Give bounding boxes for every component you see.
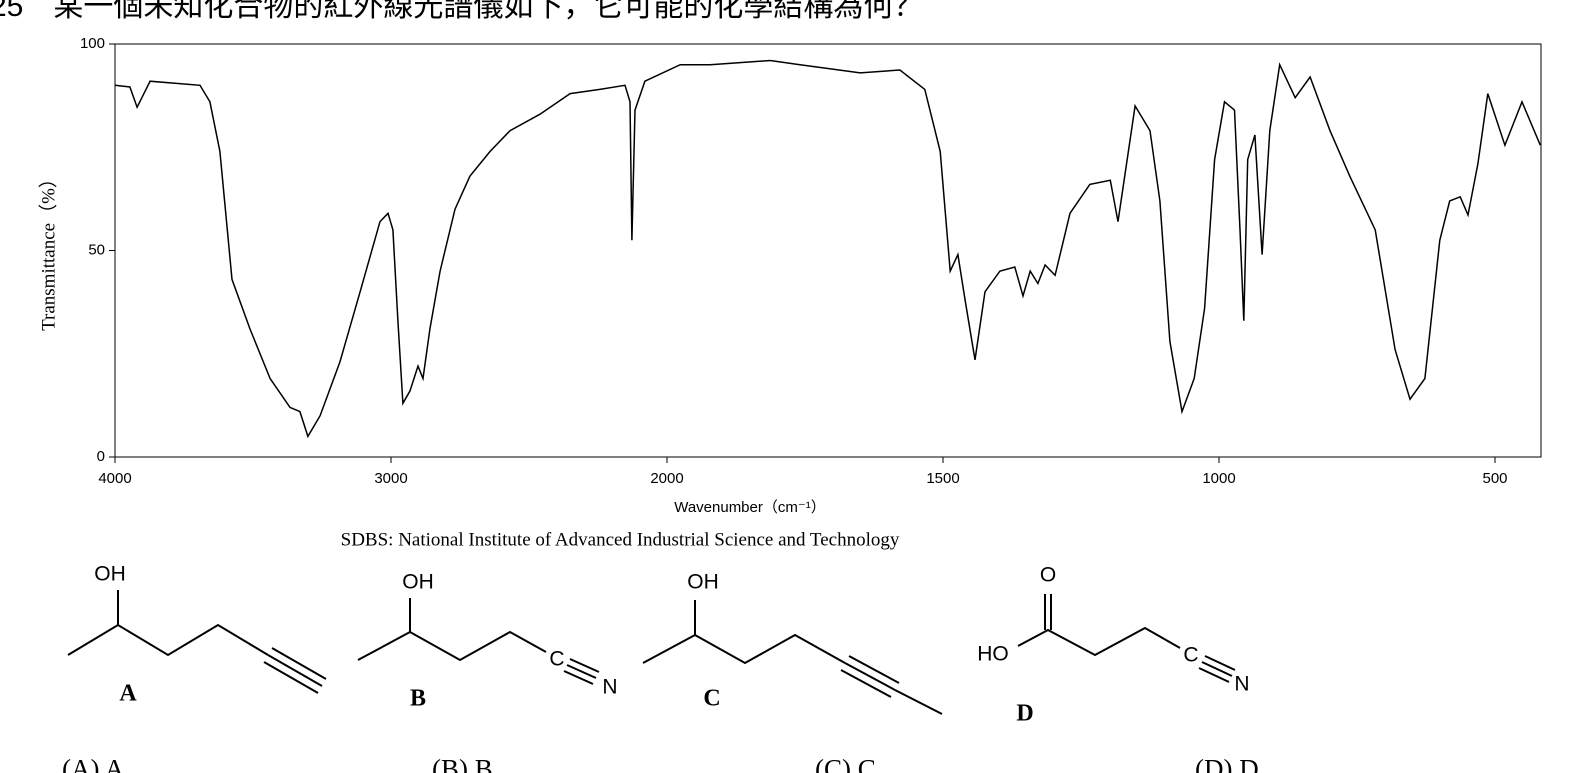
bond bbox=[263, 661, 319, 694]
bond bbox=[844, 662, 896, 691]
bond bbox=[1204, 655, 1236, 671]
bond bbox=[840, 669, 892, 698]
x-tick-label: 4000 bbox=[98, 470, 131, 487]
bond bbox=[569, 658, 600, 673]
structure-label: D bbox=[1016, 701, 1033, 727]
y-tick-label: 50 bbox=[88, 241, 105, 258]
x-tick-label: 2000 bbox=[650, 470, 683, 487]
x-axis-label: Wavenumber（cm⁻¹） bbox=[674, 499, 826, 516]
bond bbox=[1017, 626, 1181, 657]
y-tick-label: 100 bbox=[80, 35, 105, 52]
structure-c: OH C bbox=[642, 571, 943, 715]
structure-label: B bbox=[410, 686, 426, 712]
structure-a: OH A bbox=[67, 563, 327, 707]
bond bbox=[566, 664, 597, 679]
x-tick-label: 3000 bbox=[374, 470, 407, 487]
atom: HO bbox=[977, 643, 1009, 666]
x-tick-label: 500 bbox=[1482, 470, 1507, 487]
question: 25 某一個未知化合物的紅外線光譜儀如下，它可能的化學結構為何？ bbox=[0, 0, 923, 23]
bond bbox=[848, 655, 900, 684]
bond bbox=[642, 633, 846, 665]
atom: N bbox=[602, 676, 617, 699]
source: SDBS: National Institute of Advanced Ind… bbox=[341, 529, 900, 550]
option: (A) A bbox=[62, 754, 125, 773]
bond bbox=[357, 630, 547, 662]
atom: N bbox=[1234, 673, 1249, 696]
bond bbox=[1198, 667, 1230, 683]
bond bbox=[267, 654, 323, 687]
bond bbox=[894, 689, 943, 715]
y-axis-label: Transmittance（%） bbox=[37, 169, 59, 331]
atom: OH bbox=[94, 563, 126, 586]
structure-label: A bbox=[119, 681, 137, 707]
structure-b: OH C N B bbox=[357, 571, 618, 712]
atom: O bbox=[1040, 564, 1056, 587]
structure-label: C bbox=[703, 686, 720, 712]
option: (D) D bbox=[1195, 754, 1259, 773]
plot-frame bbox=[114, 43, 1542, 458]
atom: C bbox=[1183, 644, 1198, 667]
option: (C) C bbox=[815, 754, 876, 773]
option: (B) B bbox=[432, 754, 493, 773]
y-tick-label: 0 bbox=[97, 448, 105, 465]
bond bbox=[67, 623, 269, 657]
atom: C bbox=[549, 648, 564, 671]
bond bbox=[563, 670, 594, 685]
bond bbox=[1201, 661, 1233, 677]
atom: OH bbox=[687, 571, 719, 594]
bond bbox=[271, 647, 327, 680]
x-tick-label: 1000 bbox=[1202, 470, 1235, 487]
atom: OH bbox=[402, 571, 434, 594]
spectrum-line bbox=[114, 59, 1541, 439]
structure-d: O HO C N D bbox=[977, 564, 1249, 727]
x-tick-label: 1500 bbox=[926, 470, 959, 487]
